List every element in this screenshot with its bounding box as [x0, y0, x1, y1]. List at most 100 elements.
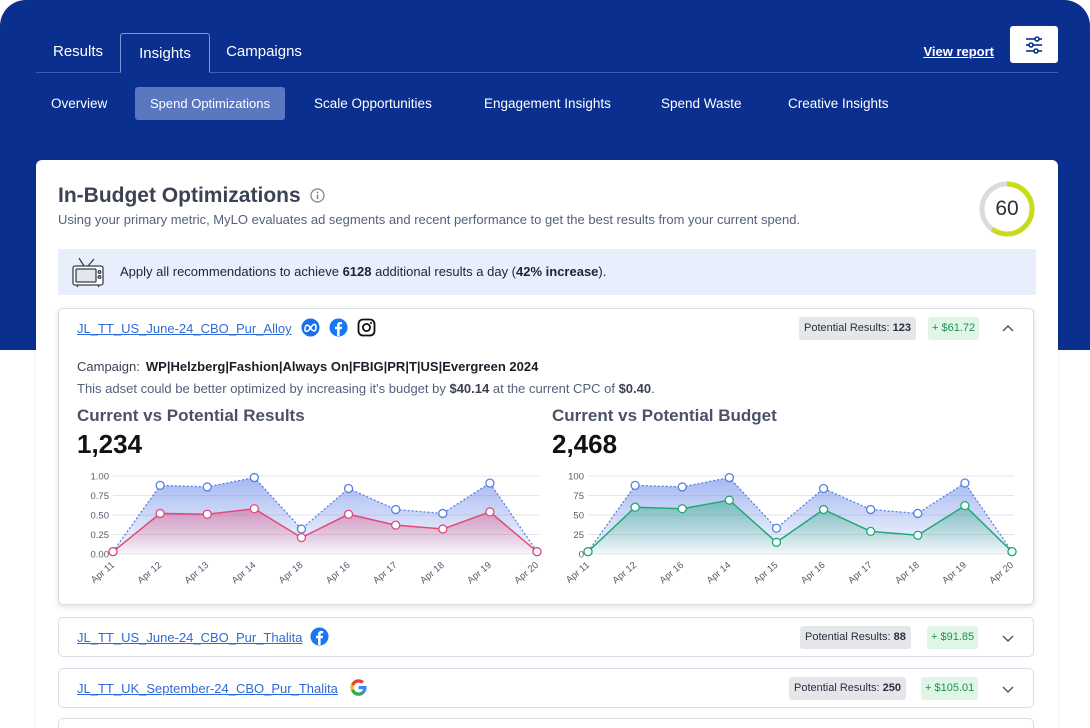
potential-results-label: Potential Results:	[805, 631, 891, 643]
info-icon[interactable]	[310, 188, 325, 203]
score-value: 60	[995, 197, 1019, 220]
x-tick-label: Apr 18	[893, 560, 922, 586]
adset-name-link[interactable]: JL_TT_US_June-24_CBO_Pur_Thalita	[77, 630, 303, 645]
facebook-icon	[329, 318, 348, 337]
data-point[interactable]	[818, 483, 829, 494]
adset-name-link[interactable]: JL_TT_US_June-24_CBO_Pur_Alloy	[77, 321, 292, 336]
tab-campaigns[interactable]: Campaigns	[226, 43, 302, 60]
data-point[interactable]	[296, 524, 307, 534]
data-point[interactable]	[771, 537, 782, 547]
tv-icon	[72, 257, 104, 288]
data-point[interactable]	[155, 508, 165, 519]
potential-results-label: Potential Results:	[804, 322, 890, 334]
desc-after: .	[651, 381, 655, 396]
data-point[interactable]	[866, 526, 876, 537]
x-tick-label: Apr 18	[277, 560, 306, 586]
data-point[interactable]	[913, 508, 923, 519]
data-point[interactable]	[960, 478, 970, 488]
adset-row-thalita-uk[interactable]: JL_TT_UK_September-24_CBO_Pur_Thalita Po…	[58, 668, 1034, 708]
gain-pill: + $91.85	[927, 626, 979, 649]
desc-middle: at the current CPC of	[489, 381, 619, 396]
data-point[interactable]	[1007, 547, 1017, 557]
series-line	[112, 476, 538, 553]
data-point[interactable]	[202, 482, 212, 492]
data-point[interactable]	[532, 547, 542, 557]
platform-icons	[349, 678, 368, 697]
y-tick-label: 0.50	[91, 511, 110, 522]
data-point[interactable]	[485, 478, 495, 488]
series-area	[588, 500, 1012, 554]
potential-results-pill: Potential Results: 123	[799, 317, 917, 340]
gain-pill: + $61.72	[928, 317, 980, 340]
chevron-down-icon[interactable]	[1001, 682, 1015, 696]
subtab-engagement-insights[interactable]: Engagement Insights	[484, 96, 611, 111]
data-point[interactable]	[202, 509, 212, 519]
data-point[interactable]	[343, 483, 354, 494]
data-point[interactable]	[724, 495, 734, 505]
data-point[interactable]	[913, 530, 923, 540]
data-point[interactable]	[391, 504, 401, 515]
x-tick-label: Apr 14	[230, 560, 259, 586]
y-tick-label: 0.25	[91, 530, 110, 541]
banner-increase: 42% increase	[516, 264, 599, 279]
x-tick-label: Apr 12	[611, 560, 640, 586]
subtab-scale-opportunities[interactable]: Scale Opportunities	[314, 96, 432, 111]
data-point[interactable]	[438, 508, 448, 519]
adset-name-link[interactable]: JL_TT_UK_September-24_CBO_Pur_Thalita	[77, 681, 338, 696]
subtab-overview[interactable]: Overview	[51, 96, 108, 111]
data-point[interactable]	[391, 520, 401, 530]
data-point[interactable]	[677, 504, 687, 514]
gain-pill: + $105.01	[921, 677, 979, 700]
series-line	[587, 499, 1013, 553]
campaign-line: Campaign: WP|Helzberg|Fashion|Always On|F…	[77, 359, 538, 374]
view-report-link[interactable]: View report	[923, 44, 994, 59]
data-point[interactable]	[108, 547, 118, 557]
data-point[interactable]	[155, 480, 165, 491]
subtab-spend-waste[interactable]: Spend Waste	[661, 96, 742, 111]
potential-results-value: 123	[892, 322, 912, 334]
x-tick-label: Apr 19	[940, 560, 969, 586]
desc-cpc: $0.40	[618, 381, 652, 396]
data-point[interactable]	[866, 504, 876, 515]
x-tick-label: Apr 11	[564, 560, 592, 586]
chevron-down-icon[interactable]	[1001, 631, 1015, 645]
y-tick-label: 0	[579, 550, 584, 561]
data-point[interactable]	[296, 532, 307, 543]
subtab-creative-insights[interactable]: Creative Insights	[788, 96, 889, 111]
x-tick-label: Apr 13	[183, 560, 212, 586]
chevron-up-icon[interactable]	[1001, 322, 1015, 336]
google-icon	[350, 679, 367, 696]
data-point[interactable]	[677, 482, 687, 492]
series-line	[112, 507, 538, 553]
x-tick-label: Apr 15	[752, 560, 781, 586]
data-point[interactable]	[249, 504, 259, 514]
adset-row-thalita-us[interactable]: JL_TT_US_June-24_CBO_Pur_Thalita Potenti…	[58, 617, 1034, 657]
data-point[interactable]	[583, 547, 593, 557]
x-tick-label: Apr 16	[324, 560, 353, 586]
tab-results[interactable]: Results	[52, 43, 104, 60]
data-point[interactable]	[630, 480, 640, 491]
data-point[interactable]	[438, 524, 448, 534]
meta-icon	[301, 318, 320, 337]
x-tick-label: Apr 12	[136, 560, 165, 586]
data-point[interactable]	[485, 507, 495, 517]
tab-insights[interactable]: Insights	[120, 33, 210, 73]
y-tick-label: 50	[573, 511, 584, 522]
in-budget-optimizations-card: In-Budget Optimizations Using your prima…	[36, 160, 1058, 728]
data-point[interactable]	[771, 523, 782, 533]
chart-title-budget: Current vs Potential Budget	[552, 406, 777, 425]
adset-row-partial[interactable]	[58, 718, 1034, 728]
data-point[interactable]	[343, 509, 354, 519]
banner-text-after: ).	[598, 264, 607, 279]
filter-settings-button[interactable]	[1010, 26, 1058, 63]
data-point[interactable]	[724, 472, 734, 483]
data-point[interactable]	[960, 500, 970, 511]
banner-results: 6128	[342, 264, 372, 279]
desc-budget: $40.14	[449, 381, 490, 396]
subtab-spend-optimizations[interactable]: Spend Optimizations	[135, 87, 285, 120]
y-tick-label: 100	[568, 472, 584, 483]
data-point[interactable]	[249, 472, 259, 483]
data-point[interactable]	[630, 502, 640, 512]
x-tick-label: Apr 19	[465, 560, 494, 586]
data-point[interactable]	[818, 504, 829, 515]
